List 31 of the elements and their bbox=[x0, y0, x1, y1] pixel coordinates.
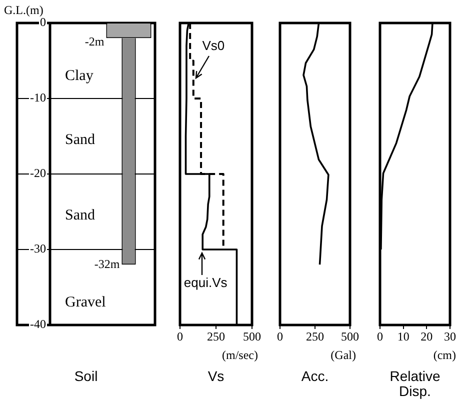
x-tick-label: 500 bbox=[341, 329, 359, 344]
y-tick-label: -10 bbox=[30, 90, 46, 105]
annotation: Gravel bbox=[65, 294, 106, 310]
legend-label: equi.Vs bbox=[184, 275, 228, 290]
y-tick-label: -20 bbox=[30, 166, 46, 180]
series-label: Vs0 bbox=[202, 38, 225, 54]
x-axis-title: (cm) bbox=[433, 348, 456, 362]
x-tick-label: 30 bbox=[444, 329, 456, 344]
x-axis-title: (Gal) bbox=[330, 348, 356, 362]
x-tick-label: 0 bbox=[277, 329, 283, 344]
x-tick-label: 20 bbox=[420, 329, 433, 344]
x-tick-label: 0 bbox=[377, 329, 383, 344]
x-axis-title: (m/sec) bbox=[222, 348, 258, 362]
text: Vs bbox=[208, 368, 224, 384]
text: Relative Disp. bbox=[390, 368, 440, 399]
x-tick-label: 500 bbox=[243, 329, 261, 344]
text: Soil bbox=[74, 368, 98, 384]
y-axis-title: G.L.(m) bbox=[4, 3, 44, 17]
annotation: Sand bbox=[65, 207, 96, 224]
x-tick-label: 10 bbox=[397, 329, 410, 344]
y-tick-label: -30 bbox=[30, 242, 46, 256]
annotation: Sand bbox=[65, 132, 96, 148]
text: Acc. bbox=[301, 368, 329, 384]
y-tick-label: -40 bbox=[30, 317, 46, 332]
annotation: -32m bbox=[94, 256, 120, 271]
annotation: Clay bbox=[65, 68, 94, 84]
x-tick-label: 250 bbox=[306, 329, 324, 344]
x-tick-label: 0 bbox=[177, 329, 183, 344]
annotation: -2m bbox=[84, 34, 105, 48]
x-tick-label: 250 bbox=[207, 329, 225, 344]
y-tick-label: 0 bbox=[40, 15, 46, 30]
